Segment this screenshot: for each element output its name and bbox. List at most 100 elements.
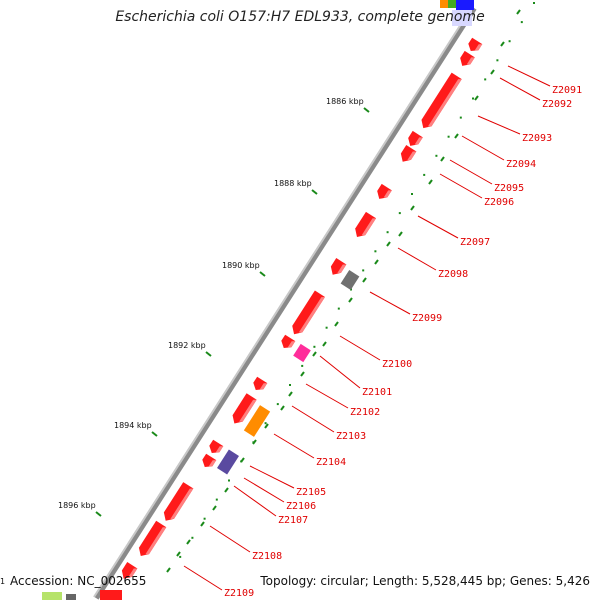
gene-label: Z2093 xyxy=(522,133,552,144)
ring-dot xyxy=(484,78,487,81)
ring-tick xyxy=(440,156,445,162)
leader-line xyxy=(461,135,505,161)
ring-dot xyxy=(228,479,230,482)
gene-label: Z2105 xyxy=(296,487,326,498)
gene-arrow xyxy=(281,334,296,349)
leader-line xyxy=(243,477,285,503)
gene-arrow xyxy=(460,50,475,66)
ring-dot xyxy=(374,250,377,253)
leader-line xyxy=(439,173,483,199)
kbp-label: 1896 kbp xyxy=(58,501,96,510)
gene-label: Z2103 xyxy=(336,431,366,442)
green-strip xyxy=(448,0,456,8)
gene-highlight xyxy=(287,341,296,348)
gene-arrow xyxy=(292,290,325,335)
gene-body xyxy=(330,258,347,275)
gene-feature xyxy=(293,343,311,363)
leader-line xyxy=(417,215,459,239)
gene-highlight xyxy=(337,264,347,273)
gene-highlight xyxy=(239,399,257,422)
ring-dot xyxy=(398,212,401,215)
gene-box xyxy=(340,270,360,290)
gene-body xyxy=(121,562,138,579)
red-strip xyxy=(100,590,122,600)
ring-tick xyxy=(516,9,521,15)
gene-label: Z2107 xyxy=(278,515,308,526)
gray-strip xyxy=(66,594,76,600)
gene-highlight xyxy=(427,79,462,127)
ring-tick xyxy=(240,457,245,463)
ring-dot xyxy=(386,231,389,234)
gene-feature xyxy=(340,270,360,290)
leader-line xyxy=(233,485,277,517)
ring-tick xyxy=(264,423,269,429)
ring-dot xyxy=(301,364,304,367)
gene-body xyxy=(232,393,257,424)
leader-line xyxy=(305,383,349,409)
gene-highlight xyxy=(128,568,138,577)
gene-label: Z2102 xyxy=(350,407,380,418)
gene-label: Z2098 xyxy=(438,269,468,280)
ring-tick xyxy=(224,487,229,493)
gene-arrow xyxy=(377,183,392,199)
gene-arrow xyxy=(253,376,268,391)
leader-line xyxy=(273,433,315,459)
gene-highlight xyxy=(208,460,217,467)
kbp-label: 1890 kbp xyxy=(222,261,260,270)
leader-line xyxy=(369,291,411,315)
kbp-tick xyxy=(205,351,212,357)
ring-dot xyxy=(435,154,438,157)
ring-dot xyxy=(325,326,328,329)
ring-dot xyxy=(179,555,182,558)
gene-arrow xyxy=(400,145,417,162)
backbone xyxy=(93,6,477,600)
ring-dot xyxy=(472,97,474,100)
gene-body xyxy=(400,145,417,162)
ring-dot xyxy=(508,40,511,43)
kbp-tick xyxy=(95,511,102,517)
ring-tick xyxy=(374,259,379,265)
ring-tick xyxy=(428,179,433,185)
tick-ring xyxy=(166,9,521,573)
ring-dot xyxy=(533,2,535,4)
ring-tick xyxy=(252,439,257,445)
gene-label: Z2094 xyxy=(506,159,536,170)
gene-label: Z2099 xyxy=(412,313,442,324)
ring-tick xyxy=(490,69,495,75)
ring-dot xyxy=(215,498,218,501)
ring-tick xyxy=(348,297,353,303)
ring-dot xyxy=(337,307,340,310)
ring-dot xyxy=(362,269,365,272)
ring-dot xyxy=(289,384,291,386)
ring-dot xyxy=(520,21,523,24)
ring-tick xyxy=(474,95,479,101)
gene-label: Z2104 xyxy=(316,457,346,468)
gene-label: Z2101 xyxy=(362,387,392,398)
orange-strip xyxy=(440,0,448,8)
gene-label: Z2106 xyxy=(286,501,316,512)
gene-highlight xyxy=(170,488,194,519)
ring-tick xyxy=(334,321,339,327)
leader-line xyxy=(339,335,381,361)
gene-body xyxy=(163,482,194,521)
gene-arrow xyxy=(421,72,462,129)
ring-dot xyxy=(447,135,450,138)
ring-tick xyxy=(312,351,317,357)
gene-highlight xyxy=(414,137,423,145)
pale-blue-feature xyxy=(452,10,472,26)
leader-line xyxy=(249,465,295,489)
gene-arrow xyxy=(209,439,224,454)
leader-line xyxy=(291,405,335,433)
label-leaders xyxy=(183,65,551,591)
gene-box xyxy=(293,343,311,363)
kbp-tick xyxy=(259,271,266,277)
leader-line xyxy=(319,355,361,389)
kbp-tick xyxy=(151,431,158,437)
gene-body xyxy=(292,290,325,335)
backbone-highlight xyxy=(93,6,473,598)
leader-line xyxy=(477,115,521,135)
blue-feature xyxy=(456,0,474,10)
gene-arrow xyxy=(330,258,347,275)
ring-tick xyxy=(398,231,403,237)
